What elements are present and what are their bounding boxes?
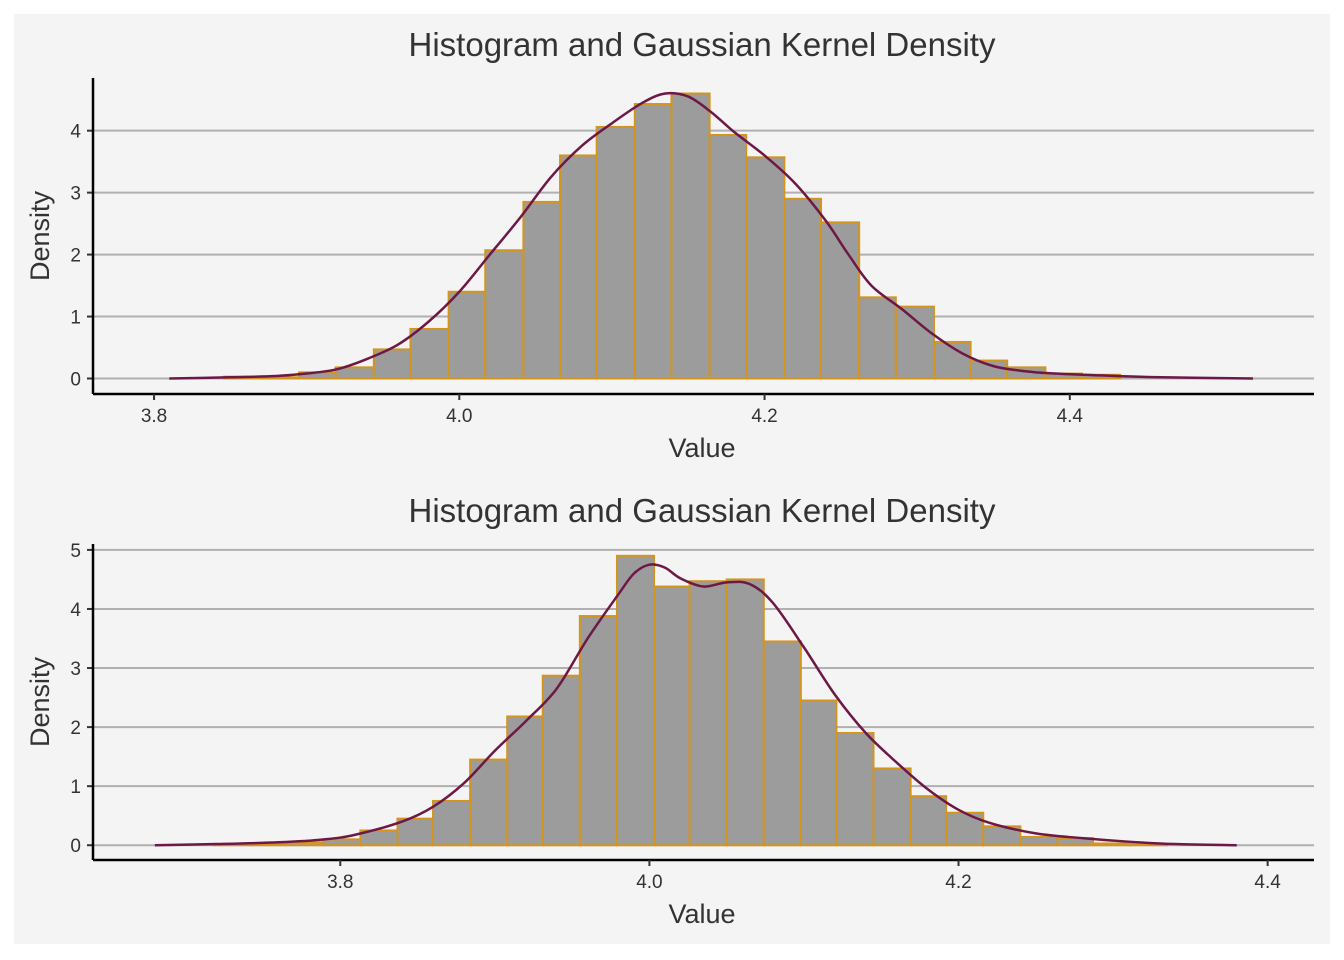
- kde-line: [169, 91, 1253, 380]
- histogram-bar: [322, 838, 362, 847]
- y-tick-label: 1: [70, 308, 81, 329]
- axes: [87, 544, 1314, 866]
- y-tick-label: 2: [70, 718, 81, 739]
- histogram-bars: [223, 92, 1122, 380]
- histogram-bar: [578, 615, 618, 847]
- histogram-bar: [894, 305, 935, 380]
- x-tick-label: 4.2: [945, 872, 971, 893]
- histogram-bar: [633, 103, 673, 380]
- histogram-bar: [506, 715, 544, 847]
- histogram-bar: [858, 296, 897, 380]
- histogram-bar: [835, 732, 875, 847]
- histogram-bar: [447, 290, 487, 380]
- histogram-bars: [212, 554, 1169, 847]
- x-tick-label: 3.8: [327, 872, 353, 893]
- histogram-bar: [432, 799, 472, 847]
- histogram-bar: [969, 359, 1009, 380]
- chart-panel-bottom: Histogram and Gaussian Kernel Density 0 1…: [25, 492, 1314, 929]
- x-tick-label: 3.8: [141, 406, 167, 427]
- y-tick-label: 4: [70, 122, 81, 143]
- histogram-bar: [670, 92, 711, 380]
- tick-labels: 0 1 2 3 4 3.8 4.0 4.2 4.4: [70, 122, 1083, 427]
- x-tick-label: 4.0: [636, 872, 662, 893]
- x-axis-title: Value: [668, 433, 735, 463]
- histogram-bar: [1091, 842, 1132, 847]
- chart-title: Histogram and Gaussian Kernel Density: [409, 492, 996, 529]
- x-tick-label: 4.4: [1057, 406, 1084, 427]
- histogram-bar: [559, 154, 598, 380]
- histogram-bar: [469, 758, 509, 847]
- x-tick-label: 4.4: [1254, 872, 1281, 893]
- chart-panel-top: Histogram and Gaussian Kernel Density 0 1…: [25, 26, 1314, 463]
- histogram-bar: [1019, 835, 1059, 847]
- y-tick-label: 3: [70, 659, 81, 680]
- chart-title: Histogram and Gaussian Kernel Density: [409, 26, 996, 63]
- kde-line: [154, 563, 1237, 847]
- histogram-bar: [745, 156, 786, 380]
- histogram-bar: [541, 674, 581, 847]
- histogram-bar: [522, 200, 562, 380]
- histogram-bar: [595, 125, 636, 380]
- y-tick-label: 1: [70, 777, 81, 798]
- histogram-bar: [615, 554, 656, 847]
- x-tick-label: 4.0: [446, 406, 472, 427]
- histogram-bar: [688, 580, 728, 847]
- histogram-bar: [725, 578, 765, 847]
- y-tick-label: 2: [70, 246, 81, 267]
- y-tick-label: 4: [70, 600, 81, 621]
- histogram-bar: [762, 640, 802, 847]
- histogram-bar: [872, 767, 912, 847]
- x-axis-title: Value: [668, 899, 735, 929]
- histogram-bar: [799, 699, 838, 847]
- y-axis-title: Density: [25, 656, 55, 747]
- density-curve: [154, 563, 1237, 847]
- histogram-bar: [653, 585, 691, 847]
- histogram-bar: [708, 134, 748, 380]
- y-axis-title: Density: [25, 190, 55, 281]
- y-tick-label: 0: [70, 836, 81, 857]
- figure-canvas: Histogram and Gaussian Kernel Density 0 1…: [14, 14, 1330, 944]
- x-tick-label: 4.2: [751, 406, 777, 427]
- histogram-bar: [820, 221, 861, 380]
- y-tick-label: 3: [70, 184, 81, 205]
- histogram-bar: [484, 249, 525, 380]
- axes: [87, 78, 1314, 400]
- figure-svg: Histogram and Gaussian Kernel Density 0 1…: [25, 26, 1314, 929]
- histogram-bar: [783, 197, 823, 380]
- density-curve: [169, 91, 1253, 380]
- histogram-bar: [909, 795, 948, 847]
- histogram-bar: [932, 340, 972, 380]
- y-tick-label: 0: [70, 370, 81, 391]
- tick-labels: 0 1 2 3 4 5 3.8 4.0 4.2 4.4: [70, 541, 1281, 893]
- y-tick-label: 5: [70, 541, 81, 562]
- histogram-bar: [409, 327, 450, 380]
